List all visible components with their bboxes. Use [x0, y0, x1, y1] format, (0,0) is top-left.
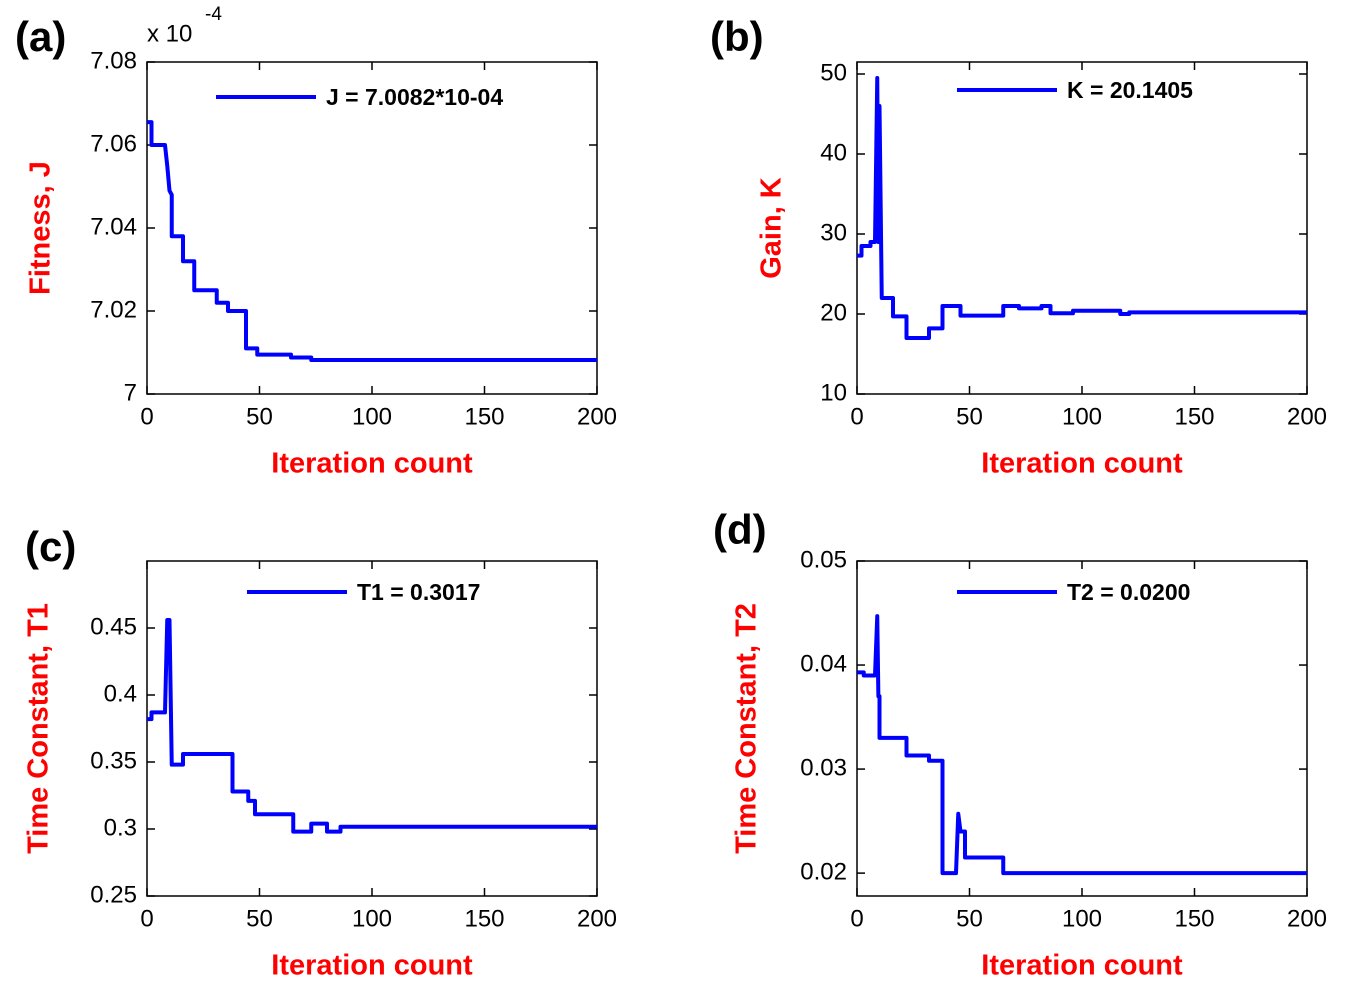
plot-area: [146, 560, 598, 897]
x-tick-label: 100: [1062, 905, 1102, 932]
y-tick-label: 10: [820, 379, 847, 406]
y-tick-label: 0.3: [104, 814, 137, 841]
subplot: 0 50 100 150 200 7 7.02 7.04 7.06 7.08 x 10 -4 Itera…: [15, 4, 617, 480]
y-tick-label: 50: [820, 59, 847, 86]
x-tick-label: 0: [850, 905, 863, 932]
x-tick-label: 200: [1287, 403, 1327, 430]
y-axis-label: Time Constant, T1: [23, 603, 55, 854]
y-axis-label: Time Constant, T2: [731, 603, 763, 854]
y-tick-label: 0.45: [90, 613, 137, 640]
y-tick-label: 0.02: [800, 858, 847, 885]
legend-label: T2 = 0.0200: [1067, 579, 1190, 605]
y-tick-label: 0.04: [800, 650, 847, 677]
data-line: [147, 617, 597, 834]
y-tick-label: 7.04: [90, 213, 137, 240]
x-tick-label: 0: [850, 403, 863, 430]
panel-label: (d): [713, 506, 767, 553]
x-tick-label: 200: [577, 403, 617, 430]
subplot: 0 50 100 150 200 0.25 0.3 0.35 0.4 0.45 Iteration …: [23, 523, 617, 982]
legend-label: K = 20.1405: [1067, 77, 1193, 103]
y-tick-label: 0.25: [90, 881, 137, 908]
x-tick-label: 50: [246, 905, 273, 932]
x-tick-label: 100: [352, 403, 392, 430]
x-tick-label: 200: [1287, 905, 1327, 932]
x-axis-label: Iteration count: [271, 448, 473, 480]
y-tick-label: 0.35: [90, 747, 137, 774]
data-line: [857, 614, 1307, 876]
x-axis-label: Iteration count: [981, 950, 1183, 982]
x-tick-label: 100: [352, 905, 392, 932]
x-tick-label: 50: [956, 905, 983, 932]
plot-area: [146, 61, 598, 395]
x-tick-label: 200: [577, 905, 617, 932]
y-tick-label: 0.4: [104, 680, 137, 707]
x-tick-label: 50: [246, 403, 273, 430]
y-tick-label: 7.08: [90, 47, 137, 74]
y-multiplier: x 10: [147, 20, 192, 47]
legend-label: T1 = 0.3017: [357, 579, 480, 605]
x-axis-label: Iteration count: [981, 448, 1183, 480]
y-axis-label: Fitness, J: [25, 161, 57, 295]
x-tick-label: 150: [464, 905, 504, 932]
y-tick-label: 40: [820, 139, 847, 166]
x-tick-label: 150: [1174, 403, 1214, 430]
y-axis-label: Gain, K: [756, 177, 788, 279]
panel-label: (b): [710, 13, 764, 60]
x-axis-label: Iteration count: [271, 950, 473, 982]
panel-label: (a): [15, 13, 66, 60]
y-tick-label: 7.06: [90, 130, 137, 157]
plot-area: [856, 61, 1308, 395]
y-tick-label: 30: [820, 219, 847, 246]
y-tick-label: 0.05: [800, 546, 847, 573]
panel-label: (c): [25, 523, 76, 570]
subplot: 0 50 100 150 200 0.02 0.03 0.04 0.05 Iteration co…: [713, 506, 1327, 982]
data-line: [857, 76, 1307, 340]
x-tick-label: 0: [140, 905, 153, 932]
y-tick-label: 0.03: [800, 754, 847, 781]
x-tick-label: 100: [1062, 403, 1102, 430]
x-tick-label: 50: [956, 403, 983, 430]
plot-area: [856, 560, 1308, 897]
data-line: [147, 120, 597, 362]
y-tick-label: 7.02: [90, 296, 137, 323]
y-multiplier-exponent: -4: [205, 4, 222, 25]
y-tick-label: 20: [820, 299, 847, 326]
x-tick-label: 0: [140, 403, 153, 430]
x-tick-label: 150: [464, 403, 504, 430]
x-tick-label: 150: [1174, 905, 1214, 932]
legend-label: J = 7.0082*10-04: [326, 84, 503, 110]
y-tick-label: 7: [124, 379, 137, 406]
subplot: 0 50 100 150 200 10 20 30 40 50 Iteration count Gai…: [710, 13, 1327, 480]
